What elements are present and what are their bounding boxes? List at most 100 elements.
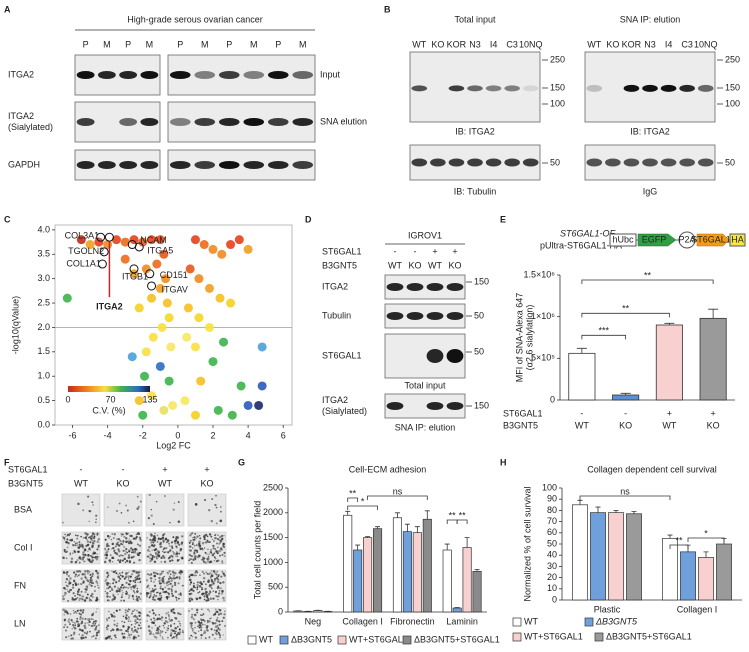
cell — [68, 590, 71, 593]
y-tick-label: 60 — [547, 527, 557, 537]
cell — [122, 549, 125, 552]
cell — [77, 534, 79, 537]
y-tick-label: 4.0 — [37, 224, 50, 234]
annotation-label: ITGAV — [162, 284, 188, 294]
cell — [213, 577, 217, 581]
cell — [110, 629, 112, 632]
cell — [86, 533, 89, 536]
cell — [80, 622, 83, 625]
cell — [190, 626, 193, 628]
cell — [115, 581, 118, 584]
cell — [124, 575, 128, 579]
cell — [113, 623, 116, 626]
cell — [127, 575, 130, 578]
cell — [217, 578, 220, 581]
cell — [198, 624, 202, 627]
cell — [196, 581, 199, 584]
cell — [89, 579, 92, 582]
cell — [138, 533, 141, 535]
cell — [150, 580, 152, 582]
row-label: ITGA2 — [322, 395, 348, 405]
cell — [119, 577, 122, 580]
cell — [173, 553, 175, 556]
cell — [173, 632, 176, 635]
band — [426, 312, 444, 320]
cell — [127, 620, 130, 623]
cell — [219, 612, 223, 615]
cell — [106, 624, 110, 628]
cell — [168, 613, 170, 616]
cell — [179, 547, 183, 551]
cell — [161, 550, 164, 553]
cell — [163, 582, 165, 585]
cell — [173, 622, 176, 625]
cell — [176, 559, 179, 561]
cell — [214, 590, 217, 594]
cell — [223, 599, 225, 601]
band — [426, 402, 444, 410]
band — [218, 71, 240, 79]
significance-label: ** — [459, 510, 467, 520]
cell — [62, 608, 65, 611]
cell — [82, 553, 85, 556]
micrograph — [145, 569, 185, 603]
point — [120, 237, 130, 247]
cell — [74, 534, 77, 537]
point — [140, 371, 150, 381]
cell — [157, 537, 160, 540]
cell — [90, 584, 93, 587]
cell — [215, 630, 218, 633]
cell — [86, 540, 90, 543]
cell — [155, 555, 158, 558]
cell — [155, 595, 158, 597]
cell — [132, 555, 135, 558]
cell — [220, 582, 222, 584]
cell — [189, 545, 192, 548]
band — [194, 161, 216, 169]
point — [164, 313, 174, 323]
cell — [73, 631, 76, 634]
band — [642, 158, 658, 167]
significance-label: ns — [620, 486, 630, 496]
cell — [219, 587, 222, 590]
legend-swatch — [594, 632, 604, 642]
side-label: SNA elution — [320, 116, 367, 126]
cell — [221, 560, 224, 563]
cell — [110, 548, 113, 550]
cell — [148, 545, 151, 549]
cell — [66, 573, 69, 576]
cell — [176, 555, 179, 558]
band — [243, 118, 265, 126]
cell — [190, 624, 193, 627]
cell — [179, 592, 182, 595]
band — [194, 118, 216, 126]
cell — [88, 520, 90, 523]
cell — [104, 560, 107, 564]
cell — [92, 622, 94, 625]
cell — [172, 551, 176, 555]
error-bar — [620, 392, 631, 395]
cell — [195, 555, 198, 558]
cell — [216, 570, 219, 573]
cell — [94, 521, 97, 524]
cell — [136, 577, 139, 581]
cell — [170, 618, 173, 622]
cell — [195, 537, 198, 540]
cell — [67, 574, 71, 578]
cell — [152, 523, 155, 526]
cell — [64, 623, 67, 626]
cell — [216, 610, 219, 614]
cell — [132, 590, 135, 593]
cell — [78, 599, 81, 602]
y-tick-label: 0.0 — [37, 419, 50, 429]
cell — [206, 621, 209, 624]
cell — [200, 614, 202, 617]
cell — [156, 553, 159, 556]
cell — [128, 597, 130, 599]
label: C3 — [681, 39, 693, 49]
cell — [197, 542, 201, 546]
cell — [94, 569, 98, 573]
cell — [132, 596, 134, 598]
point — [159, 249, 169, 259]
annotated-point — [129, 264, 139, 274]
